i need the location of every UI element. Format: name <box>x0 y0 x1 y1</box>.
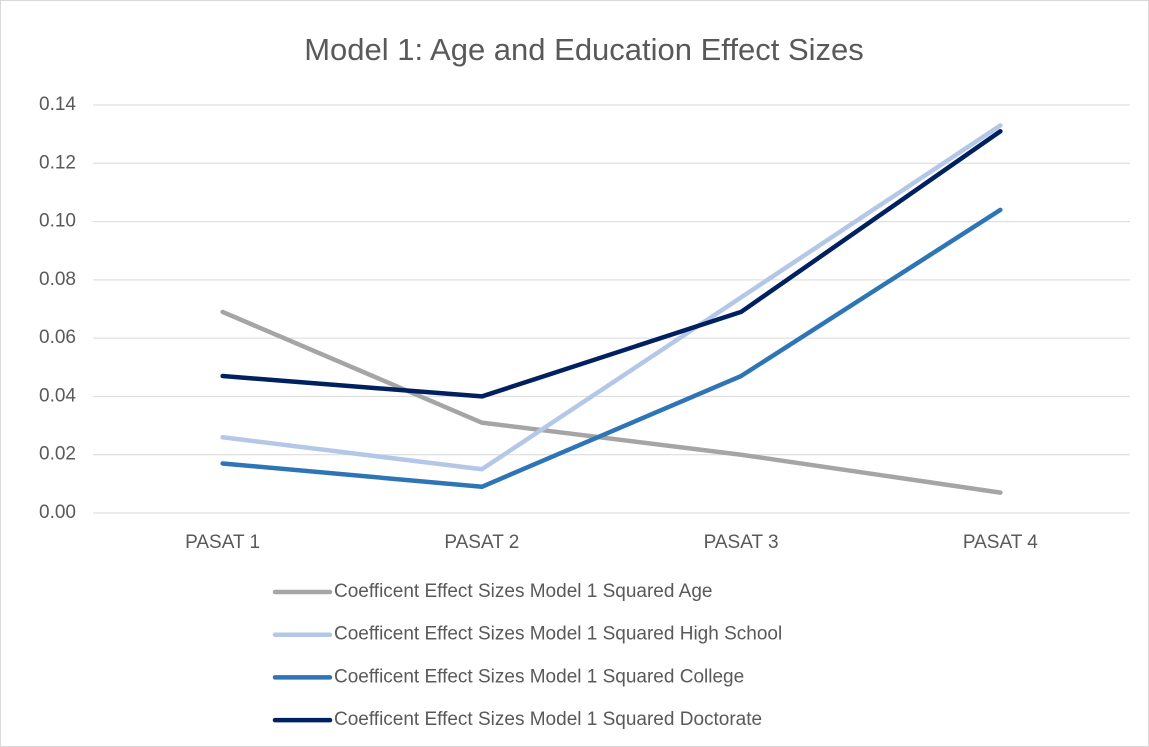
legend-label: Coefficent Effect Sizes Model 1 Squared … <box>334 709 762 730</box>
y-tick-label: 0.12 <box>39 152 76 173</box>
y-tick-label: 0.06 <box>39 327 76 348</box>
legend-label: Coefficent Effect Sizes Model 1 Squared … <box>334 624 782 645</box>
legend-label: Coefficent Effect Sizes Model 1 Squared … <box>334 666 744 687</box>
y-tick-label: 0.08 <box>39 269 76 290</box>
x-tick-label: PASAT 2 <box>444 532 519 553</box>
y-tick-label: 0.04 <box>39 385 76 406</box>
y-tick-label: 0.00 <box>39 502 76 523</box>
y-tick-label: 0.14 <box>39 94 76 115</box>
series-line <box>220 207 1003 490</box>
series-line <box>220 128 1003 399</box>
legend-label: Coefficent Effect Sizes Model 1 Squared … <box>334 581 712 602</box>
series-line <box>220 309 1003 495</box>
x-tick-label: PASAT 1 <box>185 532 260 553</box>
x-tick-label: PASAT 4 <box>963 532 1038 553</box>
y-tick-label: 0.02 <box>39 444 76 465</box>
x-tick-label: PASAT 3 <box>704 532 779 553</box>
chart-title: Model 1: Age and Education Effect Sizes <box>304 32 864 67</box>
y-tick-label: 0.10 <box>39 211 76 232</box>
series-line <box>220 123 1003 472</box>
